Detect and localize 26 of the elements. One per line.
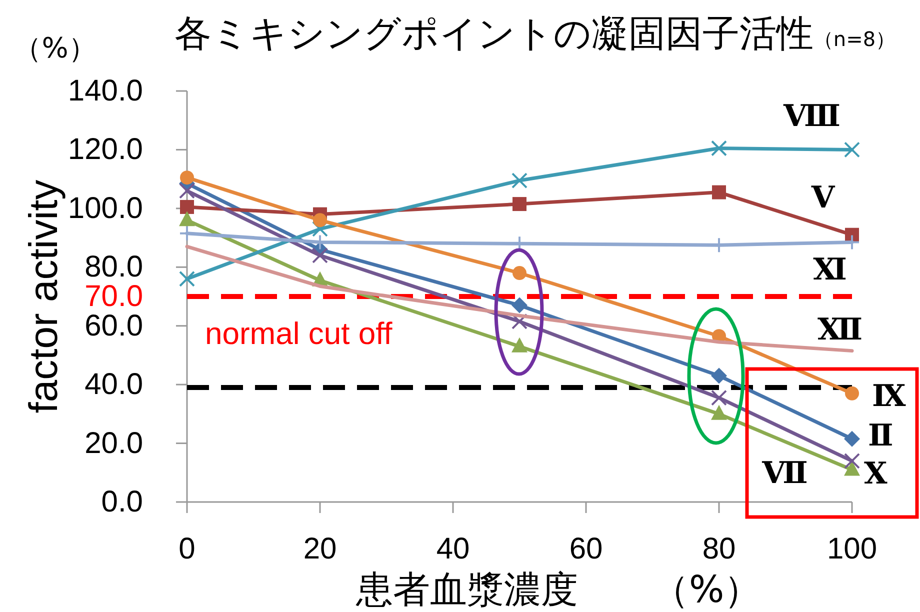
- x-tick-label: 100: [826, 532, 878, 566]
- x-tick-label: 20: [303, 532, 337, 566]
- y-tick-label: 20.0: [84, 426, 143, 460]
- chart-title: 各ミキシングポイントの凝固因子活性: [174, 12, 814, 55]
- series-label: Ⅻ: [817, 312, 863, 348]
- series-label: Ⅸ: [872, 378, 906, 414]
- series-label: Ⅹ: [864, 456, 888, 492]
- y-tick-label: 140.0: [68, 74, 143, 108]
- series-label: Ⅴ: [810, 180, 836, 216]
- y-axis-title: factor activity: [22, 180, 66, 414]
- x-tick-label: 40: [436, 532, 470, 566]
- x-axis-title: 患者血漿濃度 （%）: [355, 568, 762, 611]
- chart-subtitle: （n=8）: [813, 27, 896, 51]
- text: （%）: [14, 32, 96, 64]
- annotation: normal cut off: [205, 316, 393, 351]
- y-tick-label: 120.0: [68, 133, 143, 166]
- x-tick-label: 80: [702, 532, 736, 566]
- series-label: Ⅺ: [813, 252, 847, 288]
- x-tick-label: 60: [569, 532, 603, 566]
- y-tick-label: 100.0: [68, 192, 143, 225]
- y-tick-label: 0.0: [101, 486, 143, 518]
- series-label: Ⅷ: [782, 99, 840, 134]
- y-tick-label: 40.0: [84, 368, 143, 402]
- series-label: Ⅶ: [761, 456, 808, 492]
- series-label: Ⅱ: [868, 418, 894, 454]
- x-tick-label: 0: [178, 532, 196, 566]
